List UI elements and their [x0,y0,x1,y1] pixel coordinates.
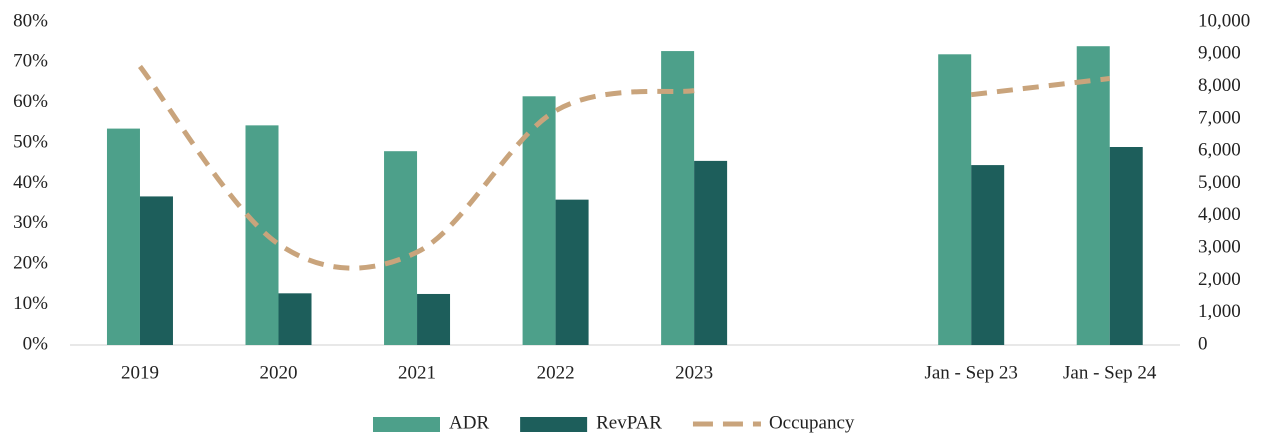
y2-tick-label: 8,000 [1198,75,1241,96]
legend-swatch [520,417,588,432]
y-tick-label: 0% [23,333,49,354]
bar [971,165,1005,345]
y2-tick-label: 9,000 [1198,43,1241,64]
line [970,76,1111,98]
line [137,64,695,271]
y2-tick-label: 3,000 [1198,236,1241,257]
x-tick-label: Jan - Sep 23 [924,362,1017,383]
bar [278,293,312,345]
legend-label: Occupancy [769,412,855,433]
y2-tick-label: 6,000 [1198,140,1241,161]
x-tick-label: 2023 [675,362,713,383]
y2-tick-label: 2,000 [1198,269,1241,290]
y-tick-label: 60% [13,91,48,112]
bar [139,196,173,345]
bar [384,151,418,345]
y2-tick-label: 0 [1198,333,1208,354]
y2-tick-label: 4,000 [1198,204,1241,225]
x-tick-label: 2019 [121,362,159,383]
bar [938,54,972,346]
y2-tick-label: 7,000 [1198,107,1241,128]
y-tick-label: 30% [13,212,48,233]
y2-tick-label: 1,000 [1198,301,1241,322]
y-tick-label: 20% [13,253,48,274]
y2-tick-label: 5,000 [1198,172,1241,193]
y-tick-label: 70% [13,51,48,72]
legend-label: ADR [449,412,489,433]
bar [522,96,556,345]
y-tick-label: 40% [13,172,48,193]
bar [1076,46,1110,345]
y-tick-label: 80% [13,10,48,31]
bar [555,199,589,345]
legend-label: RevPAR [596,412,662,433]
x-tick-label: Jan - Sep 24 [1063,362,1157,383]
bar [245,125,279,345]
y-tick-label: 10% [13,293,48,314]
y-tick-label: 50% [13,131,48,152]
legend-swatch [373,417,440,432]
bar [661,51,695,345]
bar [1109,147,1143,345]
x-tick-label: 2022 [537,362,575,383]
x-tick-label: 2020 [260,362,298,383]
bar [417,293,451,345]
bar [106,128,140,345]
bar [694,160,728,345]
y2-tick-label: 10,000 [1198,10,1250,31]
x-tick-label: 2021 [398,362,436,383]
